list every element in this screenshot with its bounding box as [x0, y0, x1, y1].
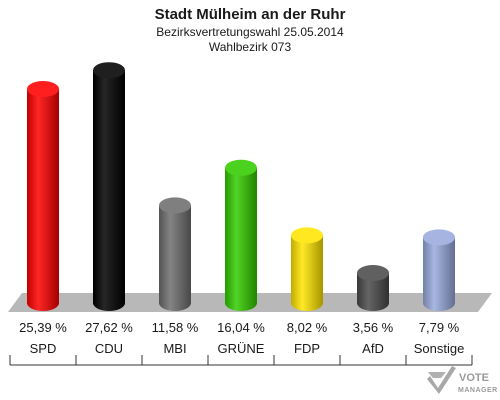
category-label: GRÜNE — [218, 341, 265, 356]
bars-group — [27, 62, 455, 312]
chart-subtitle: Bezirksvertretungswahl 25.05.2014 — [156, 25, 344, 39]
bar-sonstige — [423, 229, 455, 311]
category-labels-group: SPD CDU MBI GRÜNE FDP AfD Sonstige — [30, 341, 465, 356]
value-label: 3,56 % — [353, 320, 394, 335]
vote-manager-logo: VOTE MANAGER — [427, 366, 498, 394]
chart-title: Stadt Mülheim an der Ruhr — [155, 6, 346, 23]
bar-mbi — [159, 197, 191, 311]
value-label: 7,79 % — [419, 320, 460, 335]
bar-afd — [357, 264, 389, 311]
bar-fdp — [291, 227, 323, 311]
value-label: 27,62 % — [85, 320, 133, 335]
value-label: 8,02 % — [287, 320, 328, 335]
category-label: MBI — [163, 341, 186, 356]
logo-line2: MANAGER — [458, 387, 498, 394]
x-axis-ticks — [9, 355, 473, 365]
check-mark-icon — [427, 366, 456, 394]
bar-gr-ne — [225, 159, 257, 311]
value-label: 11,58 % — [152, 320, 199, 335]
value-label: 16,04 % — [217, 320, 265, 335]
value-labels-group: 25,39 % 27,62 % 11,58 % 16,04 % 8,02 % 3,56 %… — [19, 320, 460, 335]
logo-line1: VOTE — [459, 372, 489, 384]
chart-subtitle-district: Wahlbezirk 073 — [209, 40, 292, 54]
category-label: Sonstige — [414, 341, 465, 356]
bar-cdu — [93, 62, 125, 312]
category-label: SPD — [30, 341, 57, 356]
category-label: AfD — [362, 341, 384, 356]
bar-spd — [27, 80, 59, 312]
value-label: 25,39 % — [19, 320, 67, 335]
category-label: FDP — [294, 341, 320, 356]
category-label: CDU — [95, 341, 123, 356]
